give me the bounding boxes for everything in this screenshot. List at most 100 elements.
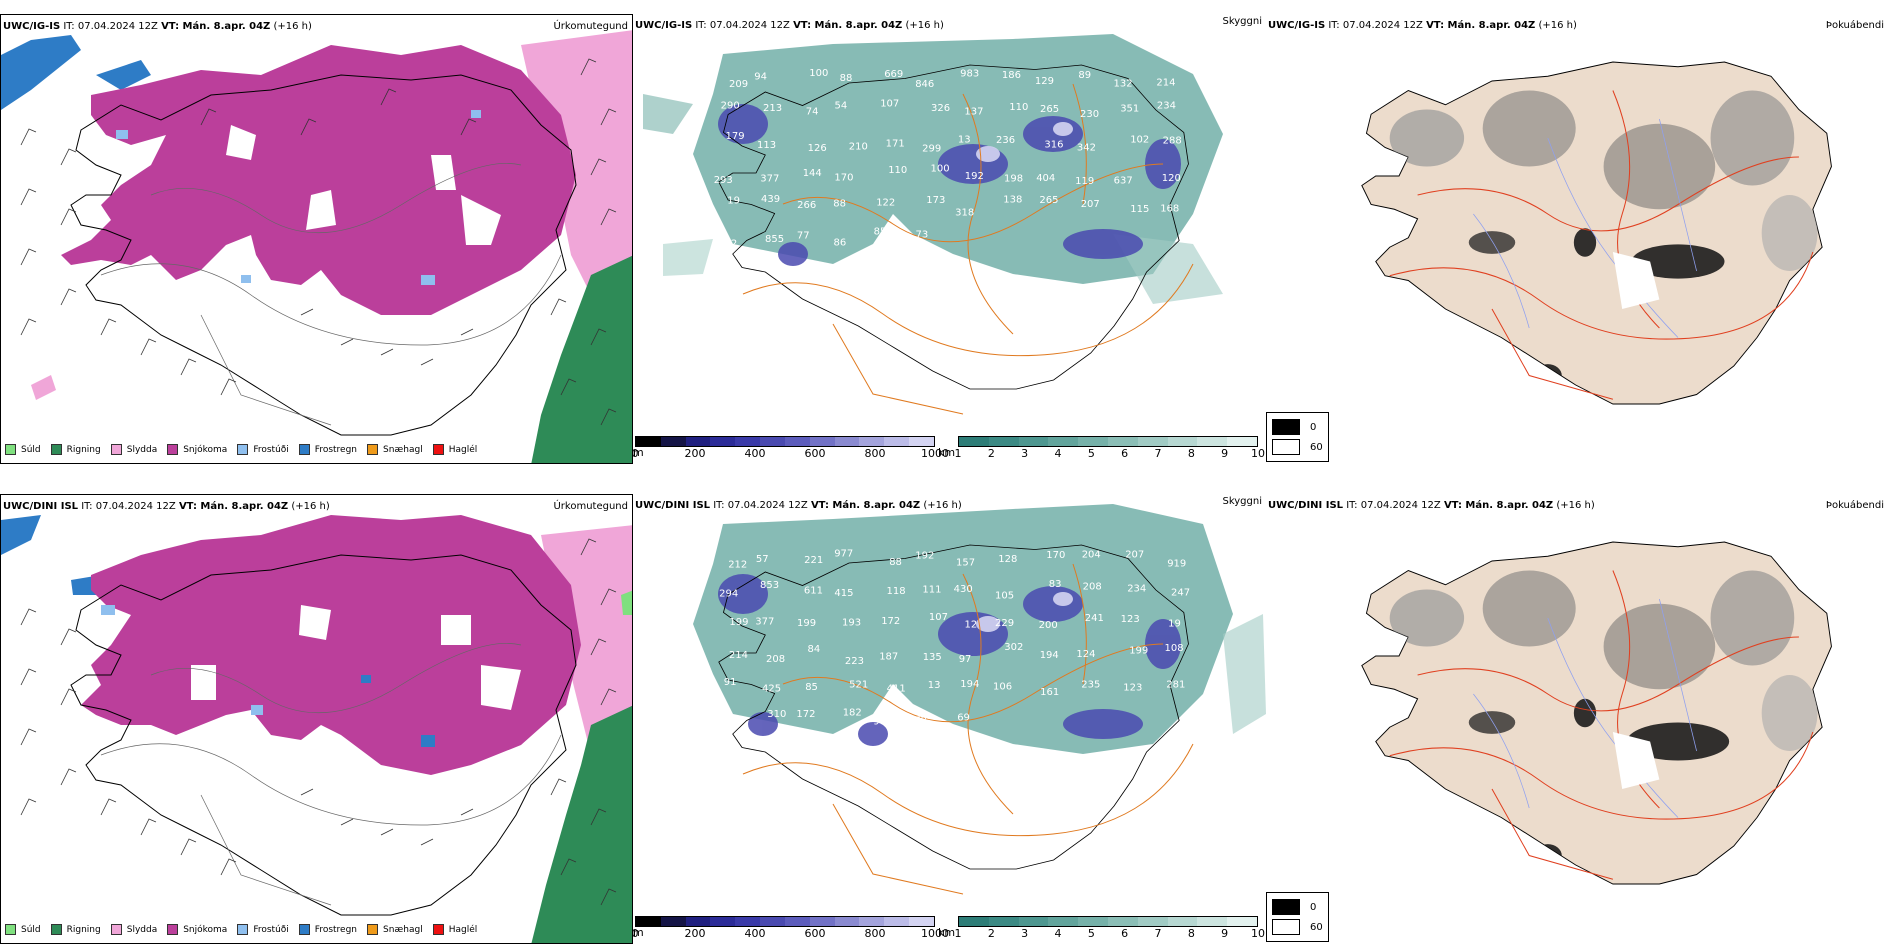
cloudbase-value-label: 265 <box>1039 195 1058 206</box>
panel-header: UWC/DINI ISL IT: 07.04.2024 12Z VT: Mán.… <box>635 500 962 511</box>
cloud-title: Skyggni <box>1222 496 1262 507</box>
colorbar-segment <box>988 437 1019 446</box>
fog-legend-row: 60 <box>1272 437 1323 457</box>
colorbar-segment <box>884 437 910 446</box>
legend-item: Rigning <box>50 444 101 455</box>
colorbar-segment <box>1167 917 1198 926</box>
cloudbase-value-label: 377 <box>760 174 779 185</box>
visibility-ticks: 1 2 3 4 5 6 7 8 9 10 <box>955 447 1266 461</box>
legend-swatch <box>110 444 122 455</box>
colorbar-segment <box>1137 917 1168 926</box>
colorbar-tick-label: 600 <box>804 927 826 940</box>
cloudbase-value-label: 135 <box>923 652 942 663</box>
colorbar-segment <box>909 437 934 446</box>
legend-item: Snæhagl <box>367 924 423 935</box>
precip-type-map <box>1 15 632 463</box>
precip-type-map <box>1 495 632 943</box>
legend-swatch <box>367 444 379 455</box>
fog-panel-top: UWC/IG-IS IT: 07.04.2024 12Z VT: Mán. 8.… <box>1266 14 1900 464</box>
legend-item: Rigning <box>50 924 101 935</box>
cloudbase-value-label: 179 <box>726 131 745 142</box>
cloudbase-value-label: 85 <box>874 226 887 237</box>
cloudbase-value-label: 90 <box>873 716 886 727</box>
cloudbase-value-label: 351 <box>1120 104 1139 115</box>
colorbar-segment <box>660 917 686 926</box>
cloudbase-value-label: 318 <box>955 207 974 218</box>
legend-swatch <box>167 444 179 455</box>
precip-panel-top: UWC/IG-IS IT: 07.04.2024 12Z VT: Mán. 8.… <box>0 14 633 464</box>
cloudbase-colorbar <box>635 436 935 447</box>
colorbar-segment <box>834 437 860 446</box>
colorbar-segment <box>710 917 736 926</box>
cloudbase-value-label: 207 <box>1081 199 1100 210</box>
visibility-scale: 1 2 3 4 5 6 7 8 9 10 km <box>938 916 1265 941</box>
cloudbase-value-label: 89 <box>1078 70 1091 81</box>
cloudbase-value-label: 126 <box>808 143 827 154</box>
legend-swatch <box>50 924 62 935</box>
cloudbase-value-label: 199 <box>797 618 816 629</box>
colorbar-tick-label: 5 <box>1087 927 1095 940</box>
cloudbase-unit: m <box>633 926 644 939</box>
colorbar-tick-label: 200 <box>684 447 706 460</box>
colorbar-segment <box>685 437 711 446</box>
colorbar-tick-label: 3 <box>1021 927 1029 940</box>
cloudbase-ticks: 0 200 400 600 800 1000 <box>633 447 949 461</box>
cloud-panel-bottom: UWC/DINI ISL IT: 07.04.2024 12Z VT: Mán.… <box>633 494 1266 944</box>
cloudbase-value-label: 983 <box>960 69 979 80</box>
cloudbase-ticks: 0 200 400 600 800 1000 <box>633 927 949 941</box>
colorbar-segment <box>959 917 989 926</box>
colorbar-tick-label: 3 <box>1021 447 1029 460</box>
cloudbase-value-label: 247 <box>1171 587 1190 598</box>
panel-header: UWC/IG-IS IT: 07.04.2024 12Z VT: Mán. 8.… <box>1268 20 1577 31</box>
colorbar-segment <box>710 437 736 446</box>
colorbar-tick-label: 1000 <box>921 447 949 460</box>
colorbar-segment <box>884 917 910 926</box>
cloudbase-value-label: 194 <box>960 679 979 690</box>
cloudbase-value-label: 182 <box>843 708 862 719</box>
cloudbase-value-label: 84 <box>808 644 821 655</box>
colorbar-segment <box>735 437 761 446</box>
legend-item: Haglél <box>432 924 477 935</box>
colorbar-tick-label: 9 <box>1221 447 1229 460</box>
cloudbase-value-label: 123 <box>1121 614 1140 625</box>
colorbar-segment <box>988 917 1019 926</box>
colorbar-segment <box>1107 917 1138 926</box>
fog-swatch <box>1272 419 1300 435</box>
cloudbase-value-label: 214 <box>1156 78 1175 89</box>
cloudbase-value-label: 204 <box>1082 550 1101 561</box>
cloudbase-value-label: 13 <box>928 680 941 691</box>
cloudbase-value-label: 235 <box>1081 680 1100 691</box>
cloudbase-value-label: 208 <box>766 654 785 665</box>
cloudbase-value-label: 123 <box>1123 683 1142 694</box>
colorbar-tick-label: 4 <box>1054 927 1062 940</box>
colorbar-segment <box>1167 437 1198 446</box>
legend-swatch <box>5 924 16 935</box>
cloudbase-value-label: 161 <box>1040 687 1059 698</box>
cloudbase-value-label: 73 <box>916 230 929 241</box>
cloudbase-value-label: 193 <box>842 618 861 629</box>
cloudbase-value-label: 100 <box>931 164 950 175</box>
cloudbase-value-label: 430 <box>954 584 973 595</box>
cloudbase-value-label: 19 <box>1168 619 1181 630</box>
cloudbase-value-label: 173 <box>926 195 945 206</box>
cloudbase-value-label: 85 <box>805 682 818 693</box>
cloudbase-value-label: 207 <box>1125 550 1144 561</box>
cloudbase-value-label: 855 <box>765 234 784 245</box>
cloudbase-value-label: 194 <box>1040 650 1059 661</box>
cloudbase-value-label: 281 <box>1166 680 1185 691</box>
colorbar-segment <box>1078 917 1108 926</box>
cloudbase-value-label: 415 <box>834 588 853 599</box>
cloudbase-value-label: 212 <box>728 560 747 571</box>
colorbar-tick-label: 6 <box>1121 447 1129 460</box>
cloudbase-value-label: 122 <box>876 197 895 208</box>
cloudbase-value-label: 299 <box>922 144 941 155</box>
cloudbase-value-label: 78 <box>914 715 927 726</box>
cloudbase-value-label: 107 <box>880 99 899 110</box>
cloudbase-value-label: 74 <box>806 106 819 117</box>
cloudbase-value-label: 200 <box>1039 620 1058 631</box>
cloudbase-value-label: 326 <box>931 103 950 114</box>
cloudbase-value-label: 187 <box>879 651 898 662</box>
legend-swatch <box>237 924 249 935</box>
cloudbase-value-label: 100 <box>809 68 828 79</box>
